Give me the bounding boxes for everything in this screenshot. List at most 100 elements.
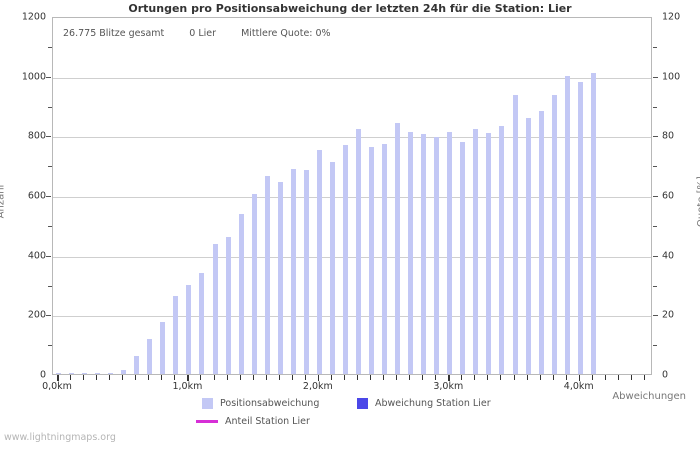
y-axis-right-title: Quote [%] — [695, 176, 700, 227]
x-axis-labels: 0,0km 1,0km 2,0km 3,0km 4,0km — [0, 381, 700, 395]
bar — [538, 110, 544, 374]
gridline — [53, 77, 651, 79]
bar — [199, 273, 205, 374]
legend-item-anteil-station-lier[interactable]: Anteil Station Lier — [196, 416, 310, 427]
x-axis-tick — [83, 375, 85, 380]
bar — [264, 175, 270, 374]
x-axis-tick — [174, 375, 176, 380]
watermark: www.lightningmaps.org — [4, 432, 116, 443]
x-axis-tick — [57, 375, 59, 381]
legend-item-abweichung-station-lier[interactable]: Abweichung Station Lier — [357, 398, 491, 409]
x-axis-tick — [187, 375, 189, 381]
gridline — [53, 137, 651, 139]
x-axis-tick — [409, 375, 411, 380]
annotation-rate: Mittlere Quote: 0% — [241, 28, 331, 39]
x-axis-title: Abweichungen — [612, 391, 686, 402]
bar — [134, 355, 140, 374]
x-axis-tick — [500, 375, 502, 380]
bar — [460, 141, 466, 374]
x-axis-tick — [161, 375, 163, 380]
y-axis-tick — [46, 315, 51, 317]
bar — [473, 129, 479, 374]
x-axis-tick — [565, 375, 567, 380]
x-axis-tick — [435, 375, 437, 380]
y-axis-left-title: Anzahl — [0, 184, 7, 219]
x-axis-tick — [357, 375, 358, 380]
y2-axis-tick-label: 120 — [662, 11, 681, 23]
y2-axis-tick-label: 100 — [662, 71, 681, 83]
x-axis-tick — [330, 375, 332, 380]
bar — [564, 76, 570, 374]
bar — [225, 236, 231, 374]
annotation-station: 0 Lier — [189, 28, 217, 39]
bar-series — [53, 18, 651, 374]
x-axis-tick — [239, 375, 241, 380]
bar — [525, 118, 531, 374]
bar — [108, 372, 114, 374]
bar — [277, 181, 283, 374]
bar — [186, 284, 192, 374]
x-axis-tick — [604, 375, 606, 380]
bar — [447, 132, 453, 374]
y-axis-tick-label: 200 — [27, 309, 46, 321]
y2-axis-minor-tick — [653, 166, 657, 168]
x-axis-tick — [487, 375, 489, 380]
chart-annotation: 26.775 Blitze gesamt 0 Lier Mittlere Quo… — [63, 28, 331, 39]
bar — [434, 136, 440, 374]
x-axis-tick — [370, 375, 372, 380]
x-axis-tick — [304, 375, 306, 380]
bar — [329, 161, 335, 374]
x-axis-tick — [291, 375, 293, 380]
x-axis-tick — [200, 375, 202, 380]
bar — [56, 373, 61, 374]
x-axis-tick — [422, 375, 424, 380]
bar — [356, 129, 361, 374]
x-axis-tick — [539, 375, 541, 380]
y-axis-minor-tick — [48, 225, 52, 227]
y-axis-tick — [46, 196, 51, 197]
y2-axis-minor-tick — [653, 345, 657, 347]
x-axis-tick-label: 0,0km — [42, 381, 72, 392]
y2-axis-tick-label: 40 — [662, 250, 675, 262]
y-axis-tick-label: 400 — [27, 250, 46, 262]
y-axis-tick-label: 1000 — [21, 71, 46, 83]
x-axis-tick — [448, 375, 450, 381]
gridline — [53, 256, 651, 258]
bar — [160, 321, 166, 374]
x-axis-tick — [617, 375, 619, 380]
x-axis-tick — [526, 375, 528, 380]
bar — [577, 81, 583, 374]
x-axis-tick — [591, 375, 593, 380]
y-axis-tick-label: 1200 — [21, 11, 46, 23]
bar — [147, 338, 153, 374]
x-axis-tick — [343, 375, 345, 380]
x-axis-tick — [578, 375, 581, 381]
bar — [551, 95, 557, 374]
bar — [408, 131, 414, 374]
x-axis-tick-label: 3,0km — [433, 381, 464, 392]
y-axis-left: 0 200 400 600 800 1000 1200 — [0, 0, 52, 392]
y-axis-tick-label: 800 — [27, 130, 46, 142]
legend-item-positionsabweichung[interactable]: Positionsabweichung — [202, 398, 319, 409]
x-axis-tick — [474, 375, 476, 380]
x-axis-tick — [396, 375, 398, 380]
y2-axis-minor-tick — [653, 106, 657, 108]
bar — [121, 370, 127, 374]
y-axis-tick-label: 0 — [39, 369, 46, 381]
y2-axis-tick-label: 80 — [662, 130, 675, 142]
x-axis-tick — [252, 375, 254, 380]
y2-axis-tick-label: 20 — [662, 309, 675, 321]
bar — [173, 295, 179, 374]
x-axis-tick-label: 4,0km — [563, 381, 594, 392]
y2-axis-tick — [653, 255, 658, 257]
legend-label: Anteil Station Lier — [225, 416, 310, 427]
y2-axis-minor-tick — [653, 225, 657, 227]
x-axis-tick — [135, 375, 137, 380]
x-axis-tick — [148, 375, 150, 380]
y-axis-minor-tick — [48, 46, 52, 48]
bar — [499, 125, 505, 374]
bar — [486, 132, 492, 374]
bar — [212, 243, 218, 374]
x-axis-ticks — [52, 375, 653, 381]
